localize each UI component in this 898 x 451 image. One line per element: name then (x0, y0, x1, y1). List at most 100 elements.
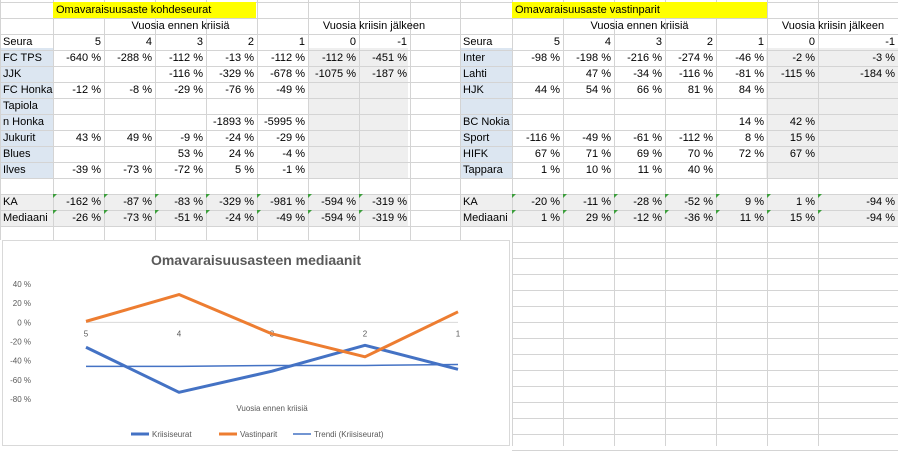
right-club-name[interactable]: Inter (463, 52, 486, 64)
left-median-cell[interactable]: -594 % (308, 210, 359, 226)
right-value-cell[interactable]: 84 % (738, 84, 764, 96)
right-value-cell[interactable] (665, 98, 716, 114)
right-value-cell[interactable]: 69 % (636, 148, 662, 160)
left-value-cell[interactable]: -72 % (174, 164, 203, 176)
right-value-cell[interactable] (818, 146, 898, 162)
left-median-cell[interactable]: -49 % (257, 210, 308, 226)
left-club-name[interactable]: Jukurit (3, 132, 36, 144)
left-value-cell[interactable]: -13 % (225, 52, 254, 64)
left-value-cell[interactable] (308, 146, 359, 162)
right-value-cell[interactable]: 42 % (789, 116, 815, 128)
right-value-cell[interactable]: 8 % (745, 132, 764, 144)
left-value-cell[interactable]: -1893 % (213, 116, 254, 128)
left-value-cell[interactable]: -1 % (282, 164, 305, 176)
left-club-name[interactable]: Tapiola (3, 100, 38, 112)
right-value-cell[interactable] (767, 162, 818, 178)
right-club-name[interactable]: BC Nokia (463, 116, 510, 128)
left-value-cell[interactable]: -73 % (123, 164, 152, 176)
right-median-cell[interactable]: -36 % (665, 210, 716, 226)
left-value-cell[interactable] (308, 130, 359, 146)
right-value-cell[interactable] (614, 98, 665, 114)
right-value-cell[interactable] (512, 114, 563, 130)
left-median-cell[interactable]: -73 % (104, 210, 155, 226)
right-club-name[interactable]: Lahti (463, 68, 487, 80)
right-value-cell[interactable]: 72 % (738, 148, 764, 160)
left-club-name[interactable]: Ilves (3, 164, 26, 176)
right-value-cell[interactable]: -3 % (872, 52, 895, 64)
left-value-cell[interactable]: -116 % (168, 68, 203, 80)
right-value-cell[interactable]: -98 % (531, 52, 560, 64)
left-value-cell[interactable] (359, 146, 410, 162)
right-club-name[interactable]: HIFK (463, 148, 489, 160)
left-value-cell[interactable]: 24 % (228, 148, 254, 160)
right-value-cell[interactable]: -61 % (633, 132, 662, 144)
right-value-cell[interactable] (818, 114, 898, 130)
left-value-cell[interactable] (104, 114, 155, 130)
left-club-name[interactable]: FC TPS (3, 52, 42, 64)
right-value-cell[interactable]: -2 % (792, 52, 815, 64)
right-value-cell[interactable] (665, 114, 716, 130)
left-value-cell[interactable] (155, 98, 206, 114)
left-value-cell[interactable] (155, 114, 206, 130)
left-median-cell[interactable]: -319 % (359, 210, 410, 226)
left-value-cell[interactable]: 53 % (177, 148, 203, 160)
left-ka-cell[interactable]: -162 % (53, 194, 104, 210)
right-value-cell[interactable]: -198 % (576, 52, 611, 64)
right-ka-cell[interactable]: -11 % (563, 194, 614, 210)
right-value-cell[interactable] (716, 98, 767, 114)
left-ka-cell[interactable]: -594 % (308, 194, 359, 210)
left-value-cell[interactable] (104, 146, 155, 162)
right-value-cell[interactable] (563, 114, 614, 130)
left-value-cell[interactable]: -451 % (372, 52, 407, 64)
left-value-cell[interactable]: -49 % (276, 84, 305, 96)
right-value-cell[interactable]: 11 % (637, 164, 662, 176)
left-value-cell[interactable] (308, 162, 359, 178)
right-value-cell[interactable]: -116 % (678, 68, 713, 80)
right-value-cell[interactable] (767, 82, 818, 98)
right-value-cell[interactable]: -216 % (627, 52, 662, 64)
right-value-cell[interactable]: 15 % (789, 132, 815, 144)
left-value-cell[interactable] (206, 98, 257, 114)
right-value-cell[interactable]: -116 % (525, 132, 560, 144)
left-value-cell[interactable] (308, 98, 359, 114)
right-value-cell[interactable]: 14 % (738, 116, 764, 128)
left-value-cell[interactable] (104, 98, 155, 114)
right-value-cell[interactable] (512, 98, 563, 114)
right-ka-cell[interactable]: 9 % (716, 194, 767, 210)
right-median-cell[interactable]: -94 % (818, 210, 898, 226)
right-median-cell[interactable]: 15 % (767, 210, 818, 226)
left-value-cell[interactable] (308, 82, 359, 98)
right-club-name[interactable] (460, 98, 512, 114)
right-value-cell[interactable]: -112 % (678, 132, 713, 144)
right-value-cell[interactable]: -46 % (735, 52, 764, 64)
left-median-cell[interactable]: -26 % (53, 210, 104, 226)
right-value-cell[interactable] (818, 162, 898, 178)
left-value-cell[interactable]: -640 % (66, 52, 101, 64)
right-ka-cell[interactable]: -28 % (614, 194, 665, 210)
right-value-cell[interactable]: -34 % (633, 68, 662, 80)
left-value-cell[interactable]: -24 % (225, 132, 254, 144)
left-value-cell[interactable]: -8 % (129, 84, 152, 96)
left-value-cell[interactable]: -288 % (117, 52, 152, 64)
left-value-cell[interactable]: -76 % (225, 84, 254, 96)
left-value-cell[interactable]: 5 % (235, 164, 254, 176)
right-value-cell[interactable]: 66 % (636, 84, 662, 96)
right-club-name[interactable]: Tappara (463, 164, 503, 176)
right-club-name[interactable]: Sport (463, 132, 490, 144)
left-ka-cell[interactable]: -87 % (104, 194, 155, 210)
left-value-cell[interactable] (308, 114, 359, 130)
right-ka-cell[interactable]: 1 % (767, 194, 818, 210)
left-club-name[interactable]: n Honka (3, 116, 44, 128)
left-value-cell[interactable]: -9 % (180, 132, 203, 144)
left-value-cell[interactable]: -678 % (270, 68, 305, 80)
right-median-cell[interactable]: -12 % (614, 210, 665, 226)
left-club-name[interactable]: JJK (3, 68, 22, 80)
left-value-cell[interactable]: -29 % (174, 84, 203, 96)
right-value-cell[interactable]: 1 % (541, 164, 560, 176)
left-club-name[interactable]: FC Honka (3, 84, 53, 96)
right-value-cell[interactable] (767, 98, 818, 114)
right-value-cell[interactable]: 47 % (585, 68, 611, 80)
right-median-cell[interactable]: 11 % (716, 210, 767, 226)
left-ka-cell[interactable]: -329 % (206, 194, 257, 210)
